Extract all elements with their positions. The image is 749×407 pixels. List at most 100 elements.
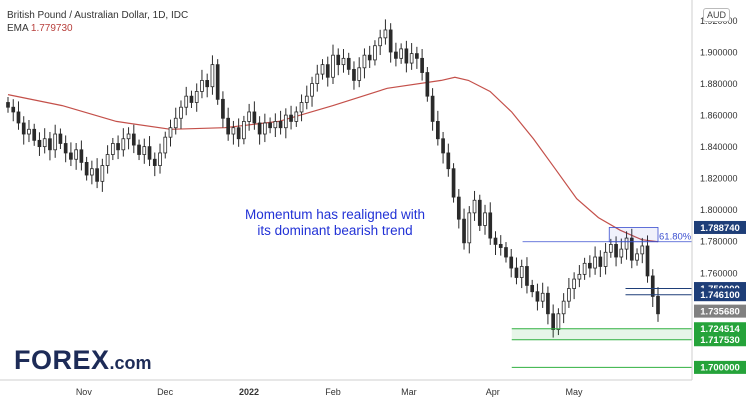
candle [179, 100, 183, 129]
candle-body [483, 212, 487, 226]
candle [247, 103, 251, 131]
globe-icon: O [31, 345, 53, 375]
candle [42, 128, 47, 154]
candle-body [294, 111, 299, 122]
candle-body [21, 122, 26, 135]
ema-line [7, 76, 659, 243]
x-tick-label: May [566, 387, 584, 397]
y-tick-label: 1.820000 [700, 174, 738, 184]
candle [205, 73, 210, 98]
candle-body [252, 111, 257, 124]
candle [404, 40, 409, 73]
candle [142, 138, 147, 164]
candle-body [205, 80, 210, 88]
candle-body [42, 138, 47, 148]
candle [352, 61, 356, 90]
y-tick-label: 1.900000 [700, 48, 738, 58]
candle [215, 59, 220, 105]
price-tag-label: 1.724514 [700, 324, 740, 335]
x-tick-label: Mar [401, 387, 417, 397]
candle [310, 76, 314, 107]
candle-body [645, 245, 650, 277]
candle [126, 127, 131, 150]
currency-button[interactable]: AUD [703, 8, 731, 22]
chart-legend: British Pound / Australian Dollar, 1D, I… [7, 9, 188, 35]
candle-body [404, 48, 409, 64]
candle-body [231, 127, 236, 135]
candle-body [603, 251, 608, 267]
candle [168, 119, 173, 147]
candle [635, 248, 639, 266]
candle-body [388, 29, 393, 53]
candle-body [498, 243, 503, 248]
candle-body [477, 199, 482, 226]
candle-body [268, 122, 272, 129]
candle-body [635, 253, 639, 261]
candle-body [598, 256, 603, 267]
x-tick-label: 2022 [239, 387, 259, 397]
candle-body [546, 292, 550, 315]
candle-body [200, 80, 204, 92]
candle [283, 108, 288, 139]
candle [147, 136, 152, 167]
candle [21, 116, 26, 145]
candle [268, 117, 272, 134]
candle-body [110, 143, 115, 155]
candle-body [221, 98, 225, 119]
candle-body [247, 111, 251, 122]
candles [6, 19, 660, 338]
candle-body [278, 121, 283, 129]
legend-pair: British Pound / Australian Dollar, 1D, I… [7, 10, 189, 21]
candle [210, 55, 215, 95]
candle [561, 293, 566, 324]
candle [294, 106, 299, 127]
candle-body [226, 117, 231, 135]
candle-body [90, 168, 94, 176]
candle [399, 43, 403, 64]
candle-body [320, 64, 325, 75]
candle-body [540, 292, 545, 302]
candle-body [561, 300, 566, 315]
candle [509, 248, 514, 278]
annotation-line-2: its dominant bearish trend [257, 223, 413, 238]
candle-body [289, 114, 293, 122]
candle [304, 85, 309, 110]
candle-body [63, 143, 68, 154]
candle [504, 242, 508, 263]
candle [394, 42, 398, 67]
candle [63, 135, 68, 163]
candle [498, 235, 503, 256]
candle [446, 143, 451, 177]
fib-label: 61.80% [659, 232, 692, 243]
candle [226, 107, 231, 141]
price-tag-label: 1.700000 [700, 363, 740, 374]
candle-body [27, 128, 31, 135]
candle-body [430, 95, 435, 122]
candle-body [373, 45, 377, 61]
candle-body [509, 256, 514, 269]
candle-body [53, 133, 58, 151]
candle [11, 99, 16, 122]
candle [48, 131, 52, 161]
candle [346, 52, 351, 75]
candle-body [614, 243, 618, 258]
candle-body [535, 291, 540, 302]
candle [430, 88, 435, 131]
candle-body [173, 117, 178, 129]
candle-body [472, 199, 477, 214]
candle-body [137, 144, 141, 155]
candle-body [619, 248, 624, 258]
candle-body [567, 288, 571, 302]
candle [79, 140, 84, 171]
candle-body [415, 53, 419, 59]
x-tick-label: Feb [325, 387, 341, 397]
candle-body [273, 121, 278, 129]
candle-body [399, 48, 403, 59]
forex-logo: FOREX.com [14, 345, 152, 375]
candle [357, 57, 362, 88]
candle [194, 83, 199, 112]
candle-body [215, 64, 220, 100]
price-tag [694, 360, 746, 374]
candle-body [425, 72, 430, 97]
